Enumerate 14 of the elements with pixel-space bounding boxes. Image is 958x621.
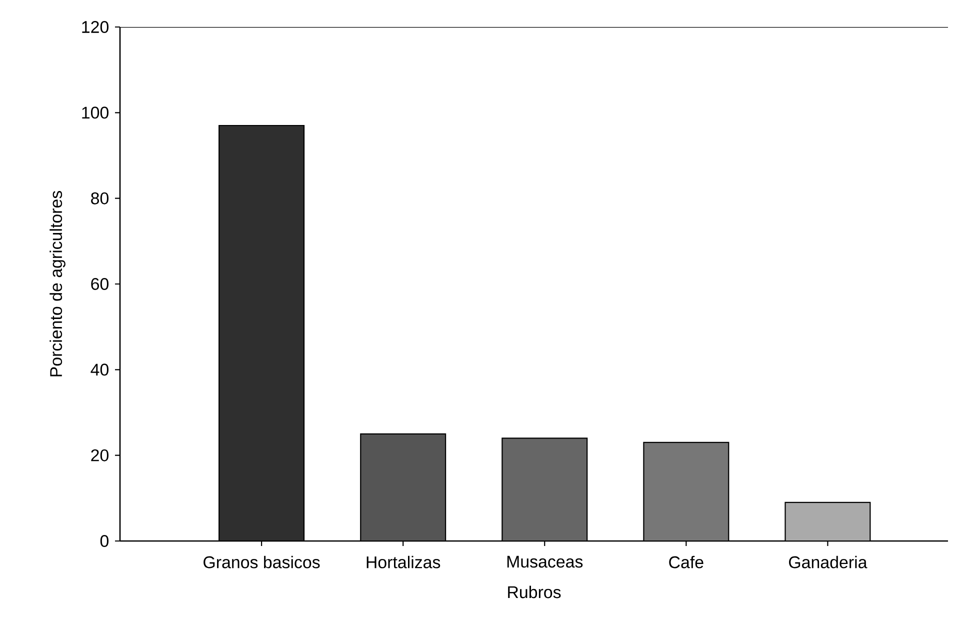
y-axis-title: Porciento de agricultores <box>50 190 66 376</box>
y-tick-label: 80 <box>91 192 108 204</box>
x-tick-label: Ganaderia <box>789 556 868 568</box>
x-tick-label: Hortalizas <box>366 556 440 568</box>
x-tick-label: Granos basicos <box>204 556 320 568</box>
y-tick-label: 120 <box>82 20 108 33</box>
y-tick-label: 100 <box>82 106 108 119</box>
x-axis-title: Rubros <box>508 586 561 598</box>
y-tick-label: 40 <box>90 364 108 376</box>
y-tick-label: 60 <box>91 278 108 290</box>
y-tick-label: 20 <box>91 449 108 462</box>
x-tick-label: Musaceas <box>507 556 583 568</box>
y-tick-label: 0 <box>100 535 109 547</box>
x-tick-label: Cafe <box>669 556 704 568</box>
